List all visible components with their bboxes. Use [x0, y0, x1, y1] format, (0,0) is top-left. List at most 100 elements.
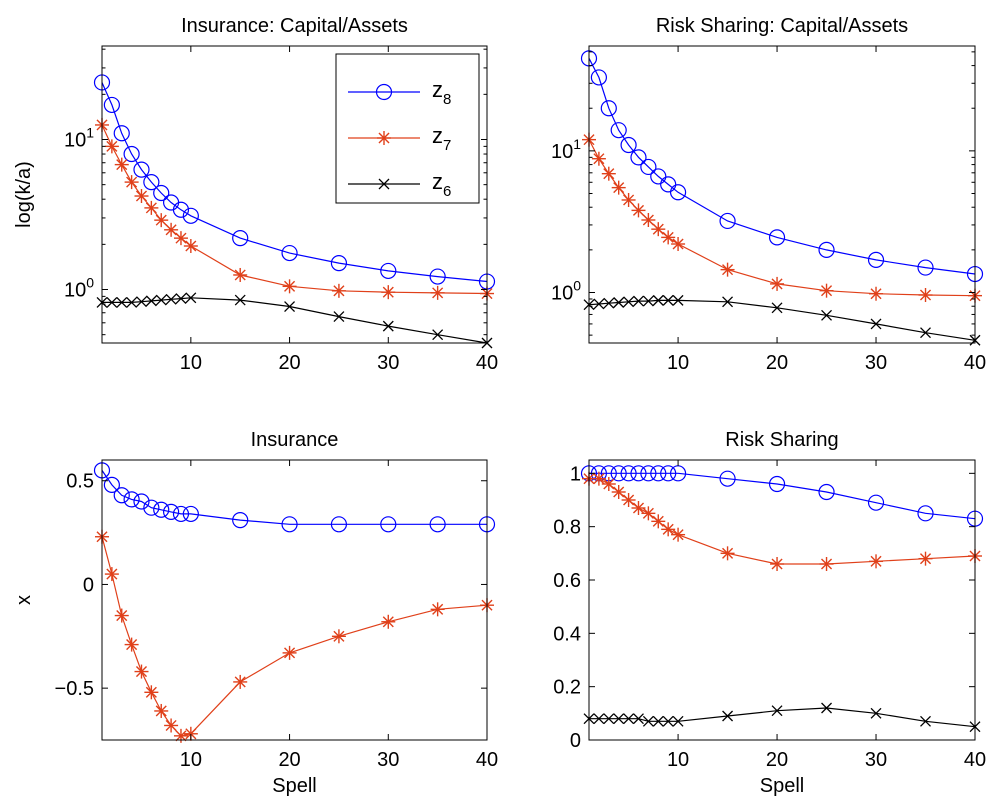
point-z6-9-d2: [662, 715, 674, 727]
point-z6-6: [633, 713, 644, 725]
point-z8-25-shape: [818, 241, 835, 258]
point-z6-25: [821, 309, 832, 321]
point-z8-35-shape: [429, 268, 446, 285]
point-z7-9-d2: [662, 523, 674, 535]
point-z8-35: [917, 259, 934, 276]
point-z7-8-d2: [652, 223, 664, 235]
point-z7-2-d2: [106, 140, 118, 152]
point-z7-15-d2: [722, 264, 734, 276]
point-z6-30: [870, 318, 882, 330]
point-z7-5-d2: [135, 666, 148, 678]
point-z8-30: [380, 516, 397, 533]
point-z8-35-shape: [917, 505, 934, 522]
point-z6-35-d2: [432, 329, 444, 341]
point-z6-4: [126, 296, 138, 308]
point-z7-9: [173, 231, 188, 246]
point-z8-15-shape: [232, 512, 249, 529]
point-z6-3: [603, 713, 615, 725]
point-z7-9-d2: [662, 231, 674, 243]
point-z7-35-d2: [919, 553, 932, 565]
legend-box: [335, 53, 480, 204]
point-z6-2: [593, 713, 605, 725]
point-z6-7: [642, 295, 654, 307]
legend-marker-z8: [375, 83, 393, 101]
point-z8-20: [281, 516, 298, 533]
point-z6-25: [821, 702, 832, 714]
point-z6-6-d2: [633, 713, 644, 725]
point-z6-7-d2: [642, 715, 654, 727]
x-tick-label: 20: [766, 749, 788, 771]
series-line-z6: [588, 299, 976, 341]
x-axis-label: Spell: [760, 775, 804, 797]
point-z7-2: [591, 471, 606, 486]
point-z8-25-shape: [330, 254, 348, 272]
point-z8-6: [143, 499, 160, 516]
point-z8-25: [818, 483, 835, 501]
point-z8-6-shape: [630, 465, 647, 482]
point-z8-7: [153, 501, 170, 518]
point-z7-6: [631, 501, 646, 515]
point-z8-6: [630, 149, 647, 166]
x-tick-label: 20: [278, 352, 300, 374]
point-z8-2-shape: [590, 69, 607, 86]
point-z6-4-d2: [613, 297, 625, 308]
point-z8-4: [123, 145, 140, 163]
point-z8-4-shape: [610, 122, 627, 139]
point-z6-3-d2: [603, 713, 615, 725]
point-z7-6-d2: [145, 202, 157, 214]
point-z8-6-shape: [143, 499, 160, 516]
point-z7-25-d2: [821, 558, 833, 570]
point-z8-2: [590, 69, 607, 86]
point-z7-30-d2: [870, 288, 882, 300]
x-tick-label: 10: [667, 352, 689, 374]
y-axis-label: log(k/a): [13, 161, 35, 228]
point-z8-25: [330, 516, 348, 533]
point-z6-20: [284, 301, 296, 313]
point-z6-10: [672, 715, 684, 727]
point-z7-20-d2: [771, 278, 783, 290]
point-z8-8-shape: [650, 465, 667, 482]
point-z6-9-d2: [175, 293, 187, 305]
point-z7-30: [381, 614, 396, 629]
point-z6-3-d2: [116, 296, 128, 308]
point-z8-5: [620, 136, 637, 154]
point-z6-3: [603, 297, 615, 309]
point-z8-5: [133, 493, 150, 510]
point-z7-3-d2: [603, 168, 615, 180]
point-z7-4: [611, 485, 626, 499]
point-z7-30: [869, 286, 884, 301]
point-z7-8: [651, 514, 666, 529]
point-z8-20-shape: [281, 516, 298, 533]
point-z8-7: [640, 465, 657, 482]
x-tick-label: 20: [278, 749, 300, 771]
y-tick-label: −0.5: [55, 678, 94, 700]
point-z8-35: [429, 268, 446, 285]
y-tick-label: 0.4: [553, 623, 581, 645]
chart-ins-x: 10 20 30 40 0.5 0 −0.5 Insurance Spell x: [13, 429, 498, 797]
point-z6-7-d2: [642, 295, 654, 307]
point-z8-15: [232, 512, 249, 529]
point-z7-7-d2: [155, 705, 167, 717]
point-z7-30-d2: [382, 286, 394, 298]
x-axis-label: Spell: [272, 775, 316, 797]
point-z6-8-d2: [652, 294, 664, 306]
point-z8-25: [818, 241, 835, 258]
point-z6-30-d2: [870, 707, 882, 719]
point-z7-6-d2: [632, 204, 645, 216]
point-z8-5-shape: [620, 465, 637, 482]
x-tick-label: 40: [964, 352, 986, 374]
x-tick-label: 10: [180, 749, 202, 771]
plot-area: [93, 462, 496, 743]
x-tick-label: 10: [180, 352, 202, 374]
point-z7-7: [154, 703, 169, 718]
point-z7-4: [124, 175, 139, 190]
point-z7-5-d2: [623, 494, 635, 506]
point-z7-25-d2: [821, 285, 833, 297]
point-z7-30: [869, 554, 884, 569]
legend-marker-z6-d2: [378, 178, 390, 190]
point-z7-6: [144, 685, 159, 700]
point-z6-35-d2: [920, 715, 931, 727]
point-z7-6: [631, 203, 646, 218]
point-z7-25: [819, 557, 834, 571]
point-z6-10-d2: [672, 715, 684, 727]
